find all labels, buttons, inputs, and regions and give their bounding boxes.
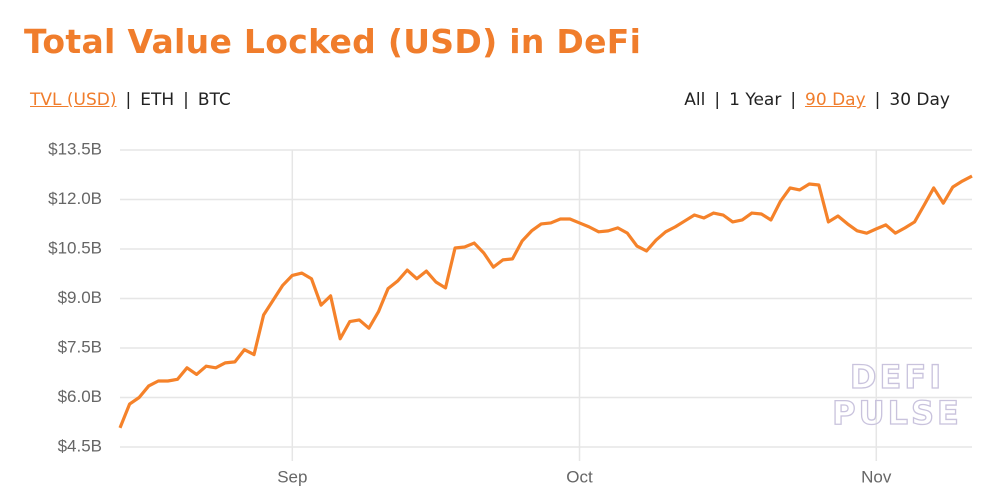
- y-tick-label: $10.5B: [48, 238, 102, 257]
- y-tick-label: $13.5B: [48, 139, 102, 158]
- tab[interactable]: 1 Year: [729, 90, 782, 110]
- y-tick-label: $7.5B: [58, 337, 102, 356]
- tab[interactable]: All: [684, 90, 706, 110]
- watermark: PULSE: [832, 394, 962, 432]
- data-tabs: TVL (USD) | ETH | BTC: [30, 90, 231, 110]
- y-tick-label: $9.0B: [58, 288, 102, 307]
- tab-separator: |: [790, 90, 797, 110]
- tab-separator: |: [874, 90, 881, 110]
- chart-title: Total Value Locked (USD) in DeFi: [24, 22, 642, 61]
- x-tick-label: Sep: [277, 467, 307, 486]
- x-tick-label: Nov: [861, 467, 892, 486]
- tab-separator: |: [183, 90, 189, 110]
- watermark: DEFI: [850, 358, 944, 396]
- y-tick-label: $4.5B: [58, 436, 102, 455]
- range-tabs: All | 1 Year | 90 Day | 30 Day: [684, 90, 950, 110]
- tab[interactable]: TVL (USD): [30, 90, 117, 110]
- x-tick-label: Oct: [566, 467, 593, 486]
- tab[interactable]: 90 Day: [805, 90, 866, 110]
- tab-separator: |: [125, 90, 132, 110]
- tab[interactable]: 30 Day: [889, 90, 950, 110]
- data-line: [118, 174, 973, 429]
- y-tick-label: $6.0B: [58, 387, 102, 406]
- tab[interactable]: ETH: [140, 90, 175, 110]
- tab-separator: |: [714, 90, 721, 110]
- tab[interactable]: BTC: [197, 90, 231, 110]
- y-tick-label: $12.0B: [48, 189, 102, 208]
